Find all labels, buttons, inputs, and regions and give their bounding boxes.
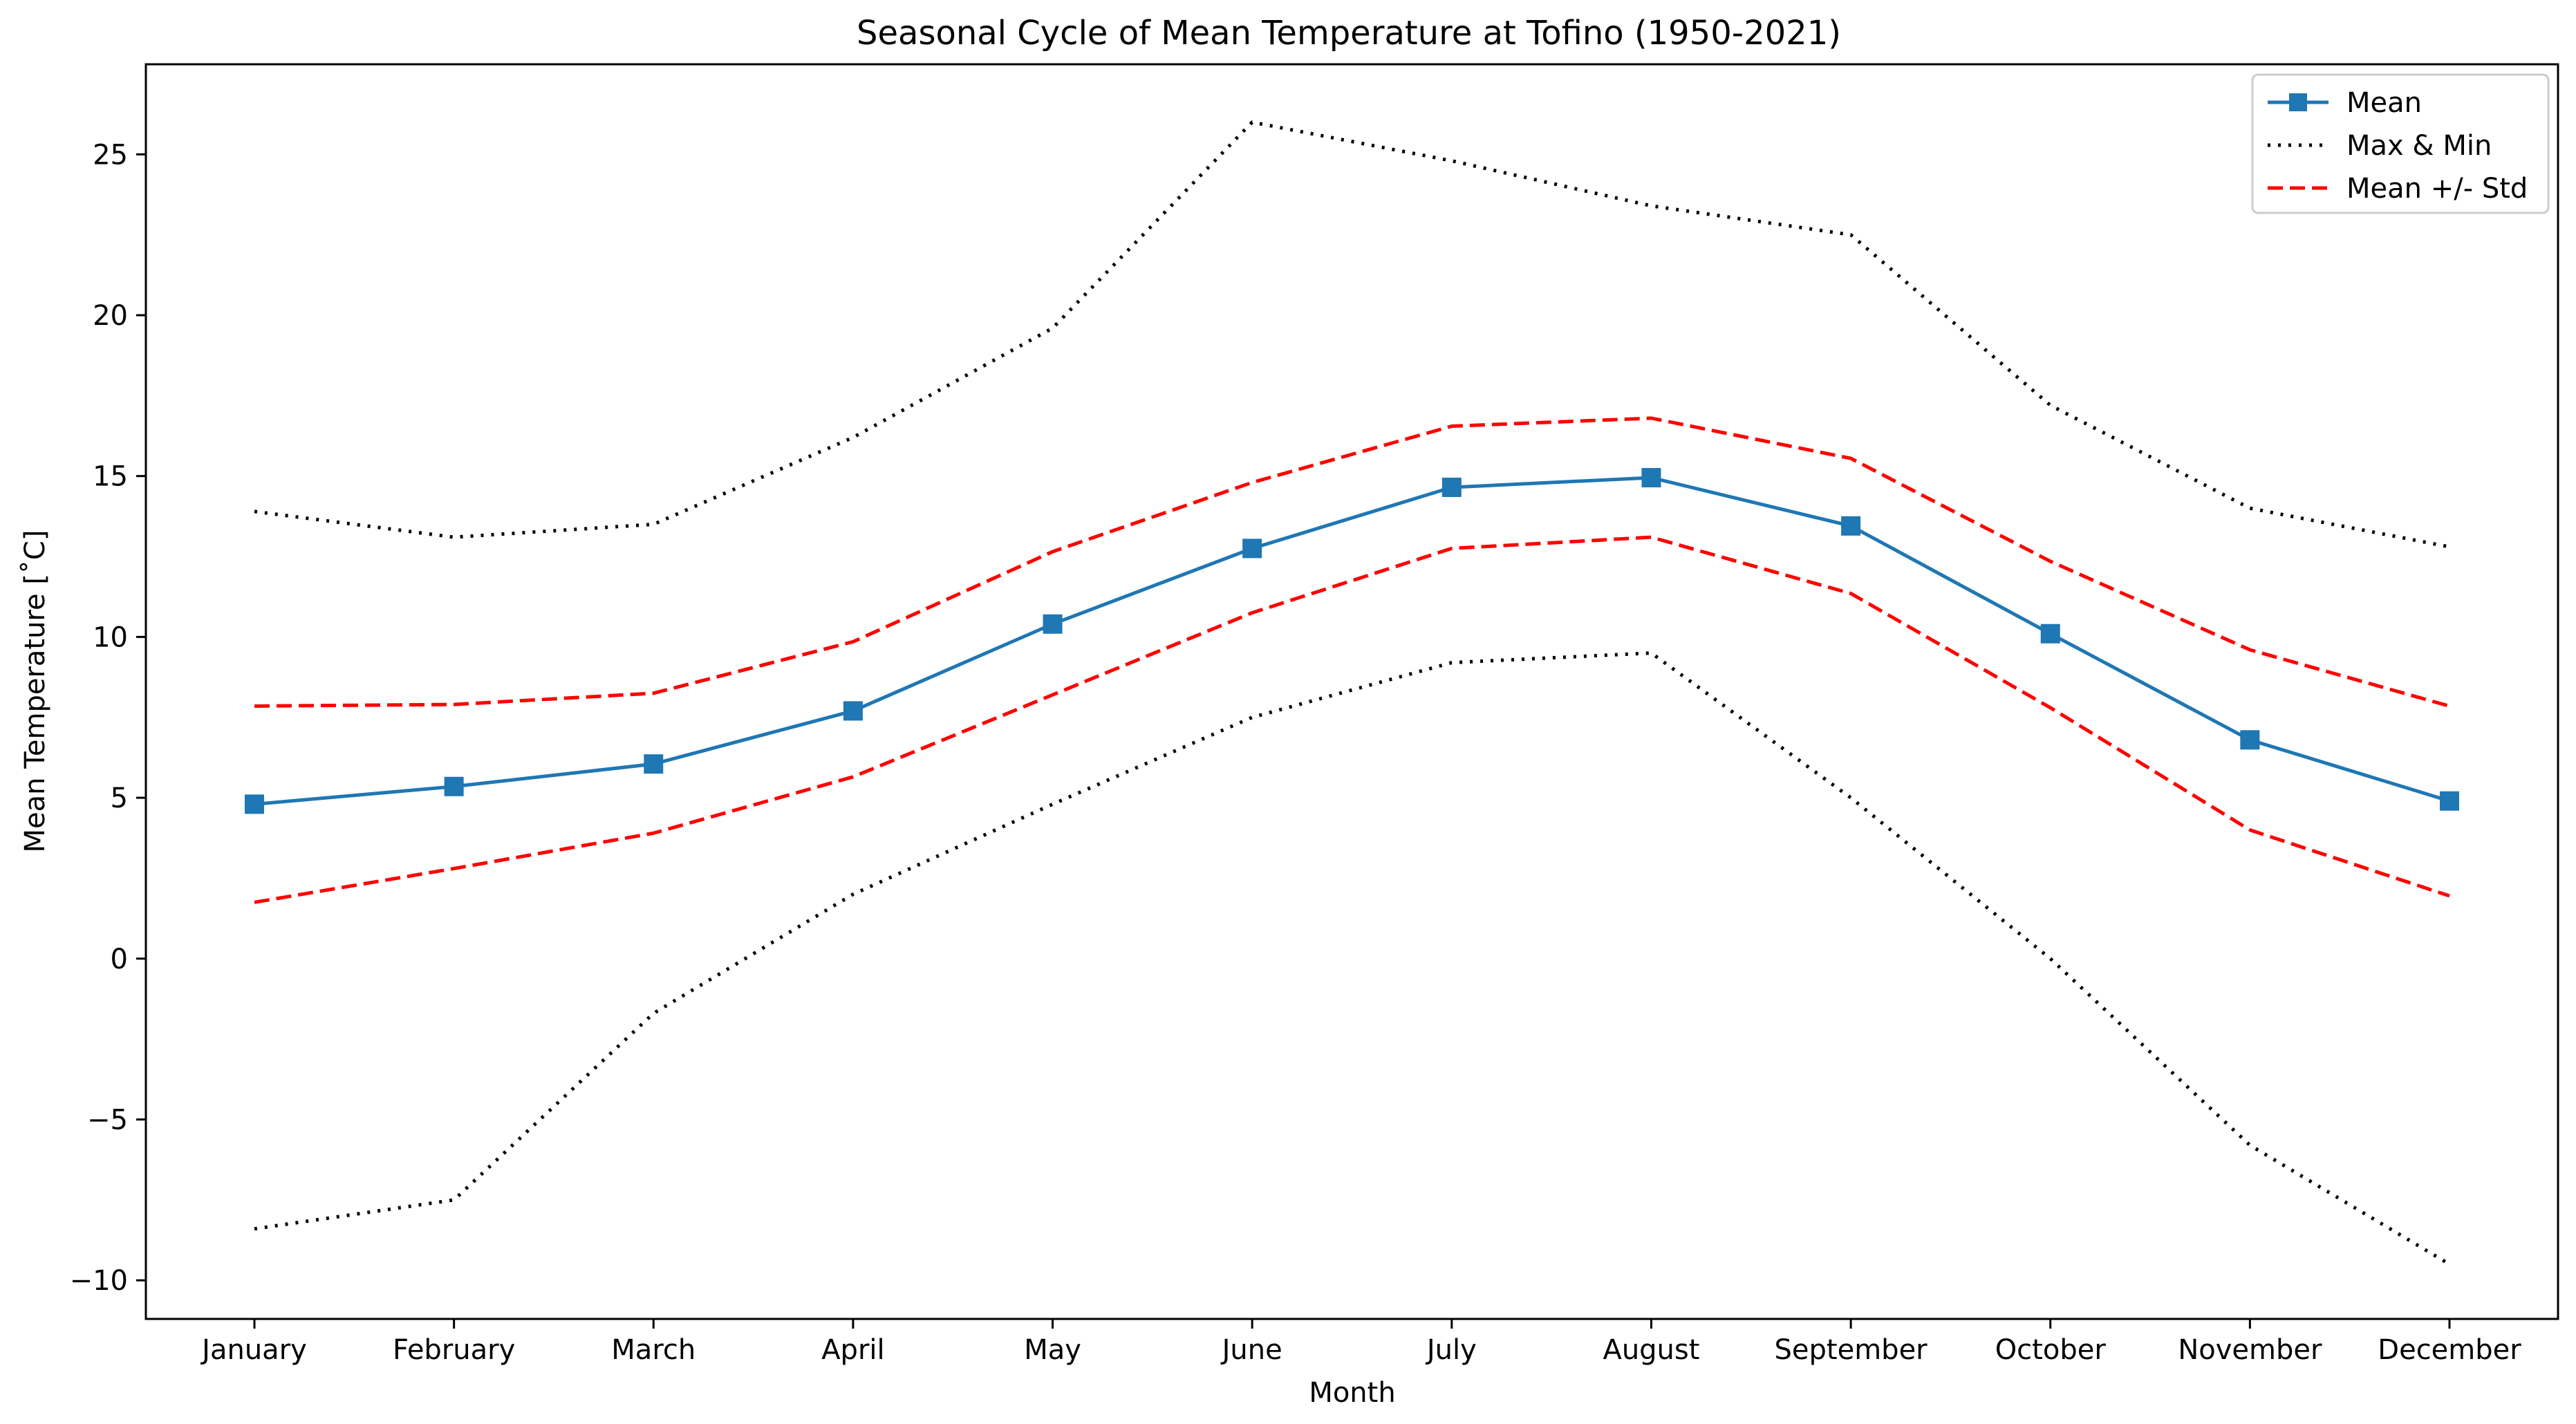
mean-marker [2440,791,2459,811]
x-tick-label: February [393,1334,515,1366]
mean-marker [444,776,464,796]
series-line-0 [254,476,2450,806]
x-tick-label: November [2178,1334,2322,1366]
y-tick-label: 5 [111,783,128,814]
mean-marker [1441,477,1462,497]
x-tick-label: September [1775,1334,1928,1366]
legend-item: Mean +/- Std [2268,173,2528,205]
y-tick-label: −5 [87,1104,128,1136]
mean-marker [2040,624,2060,644]
x-axis: January February March April May June July Augu… [200,1319,2521,1366]
mean-marker [1242,538,1262,559]
mean-marker [1641,468,1661,488]
x-tick-label: June [1220,1334,1282,1366]
y-tick-label: 10 [93,621,128,653]
legend-label: Max & Min [2346,130,2492,162]
y-axis: −10 −5 0 5 10 15 20 25 [70,139,146,1297]
chart-title: Seasonal Cycle of Mean Temperature at To… [857,14,1841,53]
legend-marker [2289,93,2307,111]
x-tick-label: July [1425,1334,1477,1366]
legend-item: Max & Min [2268,130,2492,162]
mean-marker [245,794,264,814]
x-tick-label: August [1603,1334,1699,1366]
mean-marker [843,701,863,721]
legend-items: Mean Max & Min Mean +/- Std [2268,87,2528,205]
series-line-4 [254,535,2450,904]
series-layer [245,120,2459,1266]
series-line-1 [254,120,2450,549]
x-tick-label: March [611,1334,696,1366]
legend-label: Mean [2346,87,2422,119]
y-tick-label: −10 [70,1265,128,1297]
plot-area [144,63,2559,1320]
x-axis-label: Month [1309,1377,1395,1409]
mean-marker [1043,614,1063,634]
y-axis-label: Mean Temperature [˚C] [19,530,51,853]
x-tick-label: January [200,1334,307,1366]
y-tick-label: 25 [93,139,128,171]
legend-item: Mean [2268,87,2422,119]
y-tick-label: 15 [93,461,128,493]
x-tick-label: October [1995,1334,2107,1366]
mean-marker [1841,516,1861,536]
x-tick-label: April [821,1334,884,1366]
legend-label: Mean +/- Std [2346,173,2528,205]
series-line-3 [254,416,2450,708]
mean-marker [2240,730,2260,750]
legend-frame [2251,73,2550,214]
mean-marker [644,754,664,774]
x-tick-label: December [2378,1334,2521,1366]
legend: Mean Max & Min Mean +/- Std [2251,73,2550,214]
x-tick-label: May [1024,1334,1081,1366]
y-tick-label: 20 [93,300,128,332]
y-tick-label: 0 [111,944,128,975]
